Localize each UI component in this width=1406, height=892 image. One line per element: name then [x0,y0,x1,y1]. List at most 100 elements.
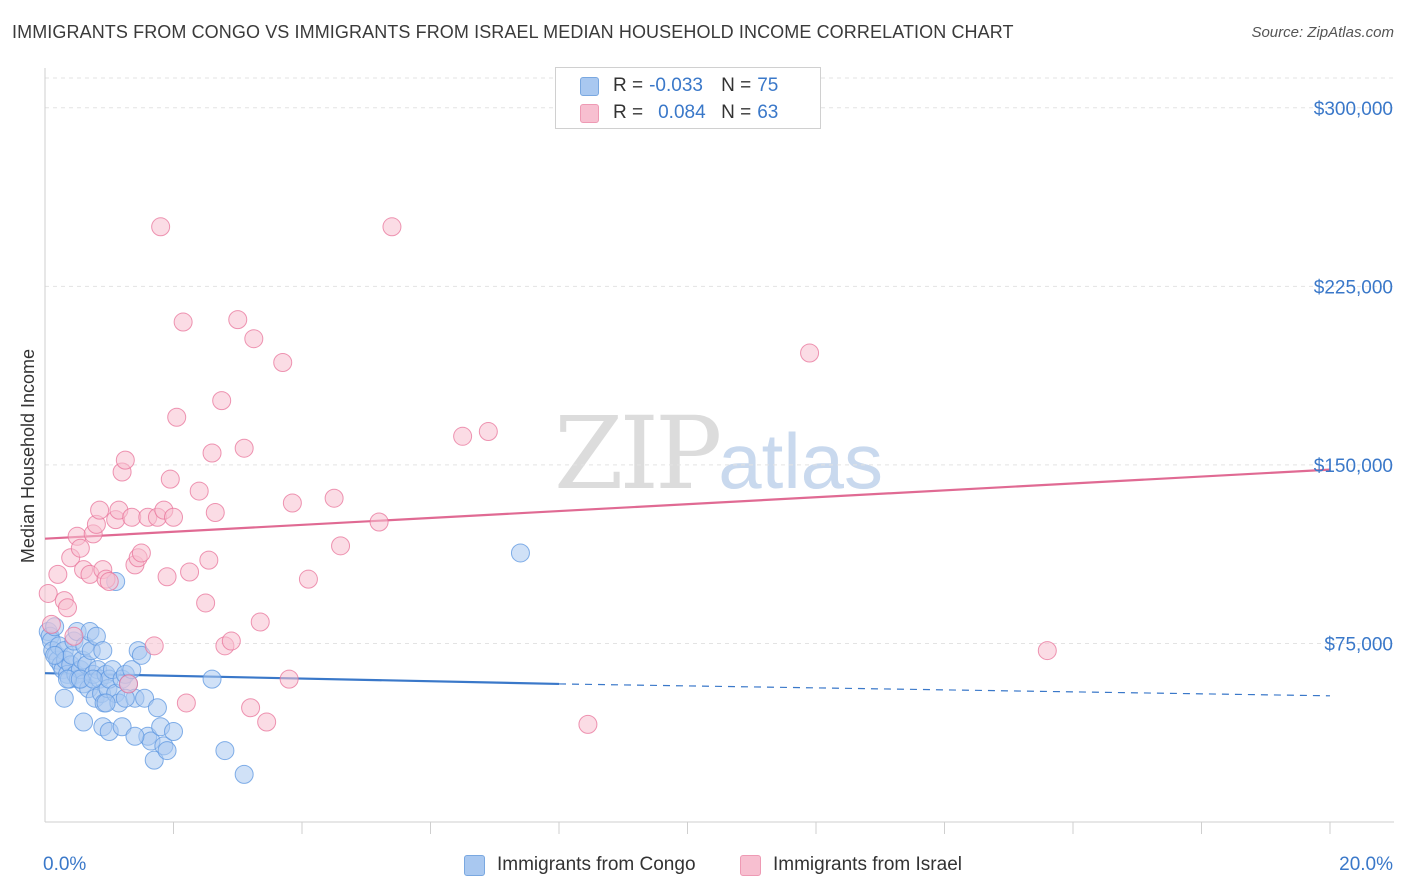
israel-point [250,612,270,632]
grid-lines [45,77,1394,644]
israel-point [453,426,473,446]
israel-point [38,583,58,603]
legend-r-value: -0.033 [649,75,703,96]
israel-point [205,502,225,522]
israel-point [119,674,139,694]
chart-title: IMMIGRANTS FROM CONGO VS IMMIGRANTS FROM… [12,22,1014,42]
congo-trend-extension [558,683,1331,697]
congo-point [83,669,103,689]
y-tick-label: $225,000 [1314,277,1393,298]
bottom-legend-israel: Immigrants from Israel [740,852,962,878]
israel-point [176,693,196,713]
congo-point [215,741,235,761]
congo-point [157,741,177,761]
israel-point [115,450,135,470]
congo-point [125,726,145,746]
israel-point [1037,641,1057,661]
congo-point [74,712,94,732]
israel-point [157,567,177,587]
congo-point [96,693,116,713]
data-points [38,217,1057,784]
bottom-legend-congo: Immigrants from Congo [464,852,696,878]
israel-point [298,569,318,589]
x-tick-label-min: 0.0% [43,854,86,875]
israel-point [189,481,209,501]
legend-r-value: 0.084 [658,102,706,123]
israel-point [151,217,171,237]
bottom-legend-swatch-congo [464,854,485,876]
israel-point [164,507,183,527]
congo-point [135,688,155,708]
israel-point [167,407,187,427]
israel-point [196,593,216,613]
y-tick-label: $75,000 [1324,634,1393,655]
israel-point [382,217,402,237]
israel-point [160,469,180,489]
israel-point [331,536,351,556]
legend-n-label: N = [721,75,752,96]
israel-point [234,438,254,458]
congo-point [164,722,183,742]
legend-n-value: 75 [757,75,779,96]
israel-point [578,714,598,734]
legend-n-label: N = [721,102,752,123]
israel-point [257,712,277,732]
legend-r-label: R = [613,75,644,96]
israel-point [369,512,389,532]
israel-point [144,636,164,656]
watermark-atlas: atlas [718,417,884,505]
congo-point [147,698,167,718]
bottom-legend-label-israel: Immigrants from Israel [773,854,962,875]
legend-n-value: 63 [757,102,779,123]
congo-point [54,688,74,708]
source-label: Source: ZipAtlas.com [1251,24,1394,41]
israel-point [244,329,264,349]
israel-trend-line [44,468,1331,540]
israel-point [90,500,110,520]
israel-point [70,538,90,558]
trend-lines [44,468,1331,697]
congo-point [45,645,65,665]
axes [44,68,1394,834]
israel-point [241,698,261,718]
israel-point [273,353,293,373]
axis-labels: $75,000 $150,000 $225,000 $300,000 0.0% 20.0%… [18,99,1393,875]
congo-point [510,543,530,563]
israel-point [41,614,61,634]
israel-point [199,550,219,570]
y-axis-label: Median Household Income [18,349,38,563]
bottom-legend-label-congo: Immigrants from Congo [497,854,696,875]
israel-point [122,507,142,527]
x-tick-label-max: 20.0% [1339,854,1393,875]
legend-swatch-israel [580,103,599,123]
israel-point [173,312,193,332]
congo-point [93,641,113,661]
congo-point [131,645,151,665]
israel-point [180,562,200,582]
y-tick-label: $300,000 [1314,99,1393,120]
legend-swatch-congo [580,76,599,96]
israel-point [324,488,344,508]
israel-point [228,310,248,330]
bottom-legend-swatch-israel [740,854,761,876]
israel-point [99,572,119,592]
watermark: ZIPatlas [554,395,883,512]
israel-point [202,443,222,463]
y-tick-label: $150,000 [1314,456,1393,477]
correlation-legend: R = -0.033 N = 75 R = 0.084 N = 63 [555,67,821,129]
israel-point [282,493,302,513]
israel-point [64,626,84,646]
congo-point [144,750,164,770]
israel-point [279,669,299,689]
legend-row-israel: R = 0.084 N = 63 [580,100,778,126]
israel-point [131,543,151,563]
congo-point [234,764,254,784]
legend-row-congo: R = -0.033 N = 75 [580,73,778,99]
watermark-zip: ZIP [554,395,722,512]
congo-point [202,669,222,689]
congo-point [112,717,132,737]
israel-point [212,391,232,411]
israel-point [221,631,241,651]
legend-r-label: R = [613,102,644,123]
